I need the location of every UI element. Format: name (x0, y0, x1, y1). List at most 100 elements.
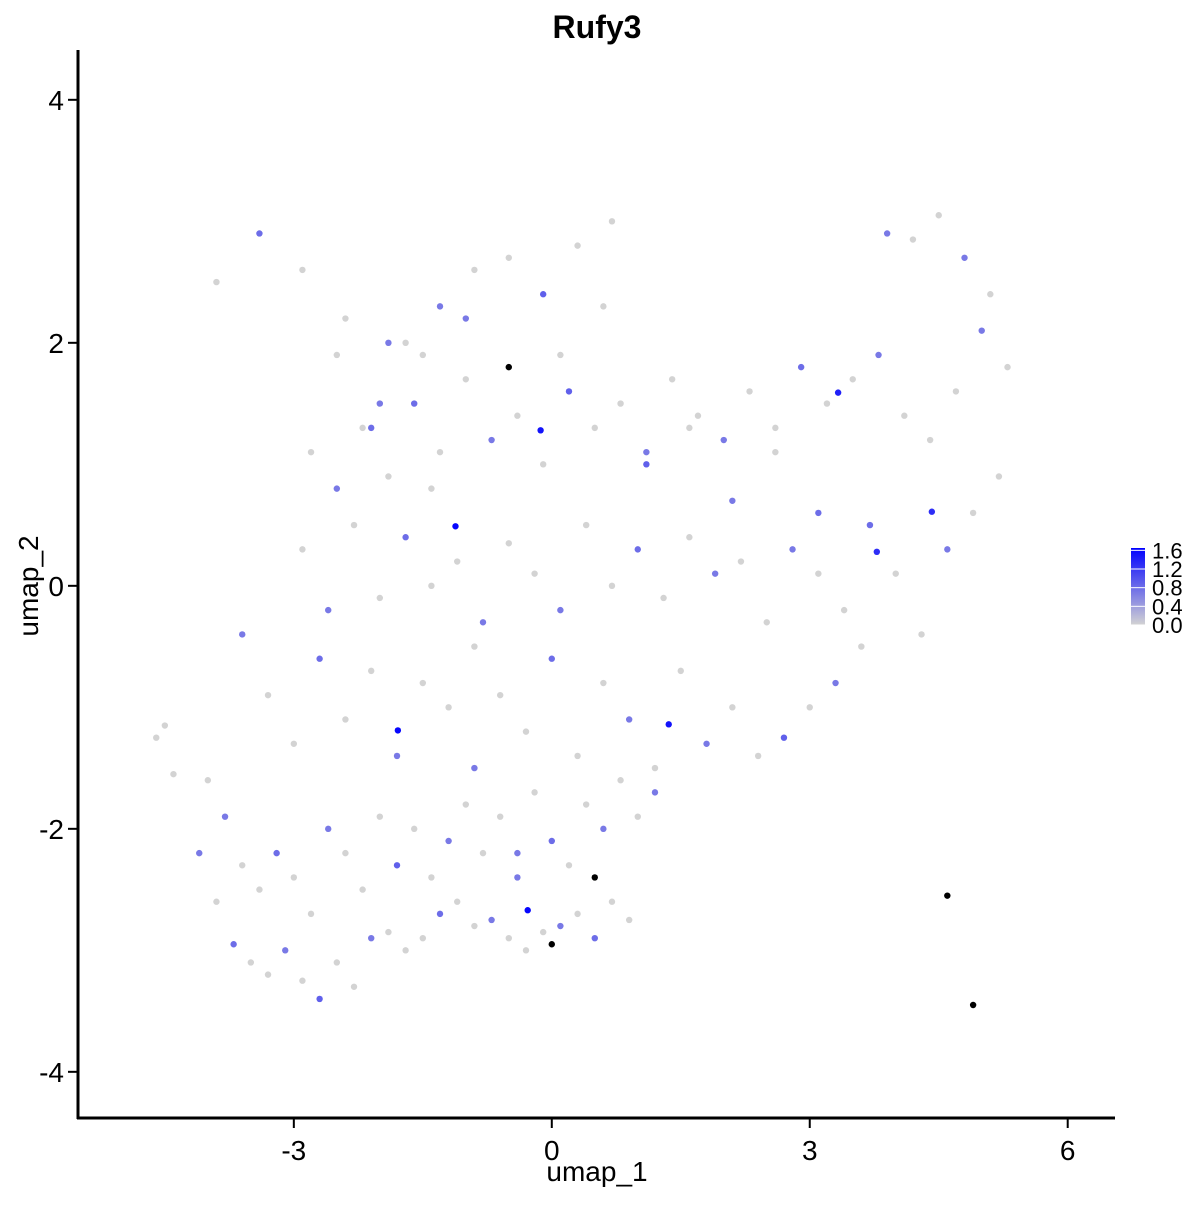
point (557, 351, 564, 359)
point (651, 764, 659, 772)
point (557, 922, 564, 930)
point (419, 934, 427, 942)
point (772, 424, 779, 432)
point (462, 376, 470, 383)
point (394, 727, 402, 734)
point (978, 327, 985, 334)
chart-title: Rufy3 (553, 9, 642, 45)
point (514, 874, 521, 881)
x-tick-label: 0 (544, 1135, 560, 1166)
point (428, 582, 435, 590)
point (221, 813, 229, 820)
point (883, 230, 891, 237)
point (660, 594, 667, 602)
point (524, 907, 531, 914)
point (686, 534, 693, 541)
point (368, 667, 375, 675)
point (239, 631, 246, 638)
point (299, 546, 306, 553)
point (411, 825, 418, 833)
y-tick-label: -4 (39, 1057, 64, 1088)
x-tick-label: 3 (802, 1135, 818, 1166)
x-tick-label: 6 (1060, 1135, 1076, 1166)
point (686, 424, 693, 432)
point (892, 570, 899, 577)
point (772, 448, 779, 456)
point (625, 716, 633, 723)
point (316, 655, 323, 662)
point (961, 254, 968, 261)
point (333, 959, 341, 966)
point (539, 928, 547, 936)
point (806, 704, 813, 711)
point (393, 752, 401, 760)
point (454, 898, 461, 905)
point (928, 508, 936, 515)
point (582, 801, 590, 808)
point (866, 521, 874, 529)
point (522, 728, 530, 735)
point (230, 941, 237, 948)
point (840, 606, 848, 614)
point (436, 910, 444, 918)
point (531, 570, 538, 577)
point (402, 534, 409, 541)
point (325, 825, 332, 833)
point (359, 886, 366, 893)
point (625, 916, 633, 924)
point (333, 485, 341, 492)
point (591, 424, 598, 432)
point (393, 862, 401, 869)
point (651, 789, 659, 796)
colorbar (1131, 548, 1145, 625)
point (436, 303, 444, 310)
colorbar-label: 0.0 (1152, 613, 1183, 638)
point (574, 752, 581, 760)
point (565, 862, 573, 869)
point (471, 643, 478, 650)
point (815, 570, 822, 577)
colorbar-label: 0.4 (1152, 594, 1183, 619)
point (290, 740, 298, 747)
point (944, 546, 951, 553)
point (834, 389, 842, 396)
point (849, 376, 856, 383)
point (316, 995, 323, 1003)
point (591, 934, 598, 942)
point (196, 849, 203, 857)
point (376, 813, 384, 820)
point (926, 436, 934, 444)
point (471, 922, 478, 930)
point (875, 351, 882, 359)
point (918, 631, 925, 638)
point (342, 849, 349, 857)
x-axis-label: umap_1 (546, 1156, 647, 1187)
point (677, 667, 684, 675)
point (514, 849, 521, 857)
point (428, 874, 435, 881)
colorbar-label: 1.6 (1152, 538, 1183, 563)
point (703, 740, 710, 747)
point (419, 351, 427, 359)
point (582, 521, 590, 529)
point (505, 363, 512, 371)
point (548, 941, 555, 948)
point (995, 473, 1003, 480)
point (539, 461, 547, 468)
point (402, 339, 409, 347)
colorbar-label: 0.8 (1152, 576, 1183, 601)
point (239, 862, 246, 869)
point (290, 874, 298, 881)
point (823, 400, 831, 407)
point (608, 218, 616, 225)
point (325, 606, 332, 614)
point (668, 376, 676, 383)
point (376, 594, 384, 602)
point (436, 448, 444, 456)
point (462, 801, 470, 808)
point (694, 412, 702, 419)
y-tick-label: 0 (48, 571, 64, 602)
point (368, 424, 375, 432)
point (505, 254, 512, 261)
point (746, 388, 753, 395)
